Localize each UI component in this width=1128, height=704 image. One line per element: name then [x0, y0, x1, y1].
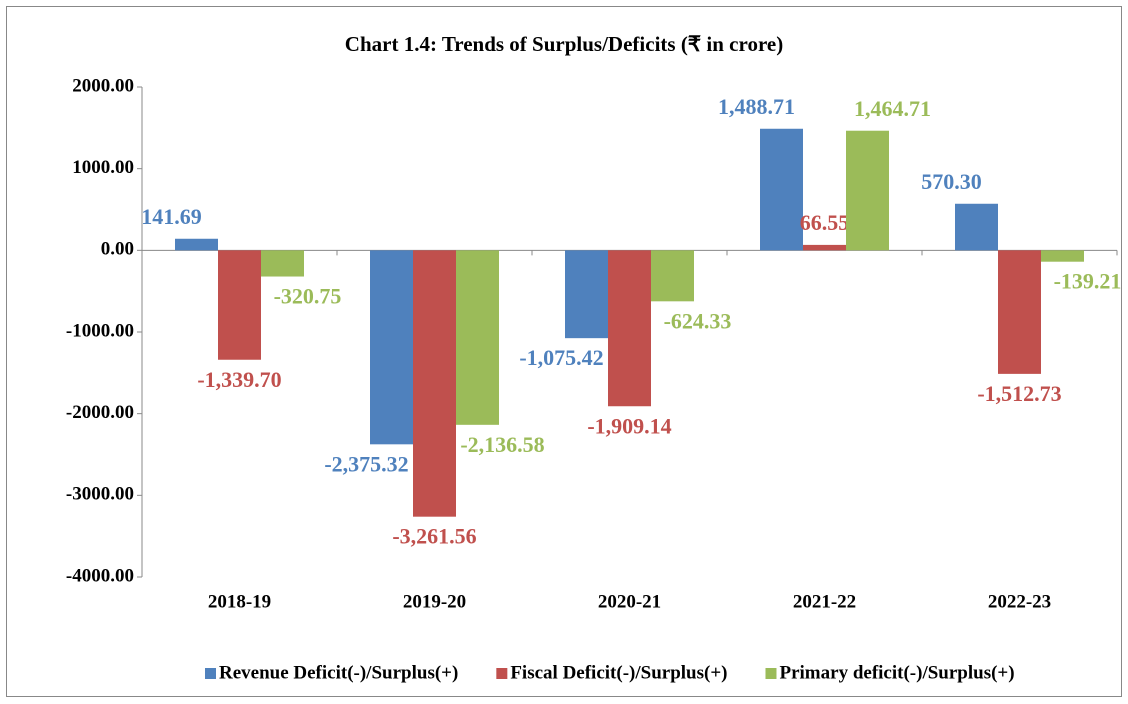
bar	[413, 250, 456, 517]
data-label: -1,909.14	[587, 413, 671, 438]
legend-swatch	[205, 668, 216, 679]
bar	[261, 250, 304, 277]
data-label: -320.75	[274, 284, 342, 309]
bar	[456, 250, 499, 425]
bar	[218, 250, 261, 360]
bar	[955, 203, 998, 251]
y-tick-label: -4000.00	[66, 565, 134, 586]
x-tick-label: 2019-20	[403, 591, 466, 612]
data-label: -3,261.56	[392, 524, 476, 549]
bar	[760, 128, 803, 251]
bar	[803, 244, 846, 251]
y-tick-label: -1000.00	[66, 320, 134, 341]
bar	[370, 250, 413, 445]
y-tick-label: -2000.00	[66, 402, 134, 423]
data-label: 1,488.71	[718, 94, 795, 119]
y-tick-label: 2000.00	[72, 75, 134, 96]
data-label: -624.33	[664, 308, 732, 333]
legend-label: Fiscal Deficit(-)/Surplus(+)	[510, 662, 727, 683]
bar	[565, 250, 608, 339]
y-tick-label: -3000.00	[66, 484, 134, 505]
data-label: -2,375.32	[324, 451, 408, 476]
data-label: -2,136.58	[460, 432, 544, 457]
x-tick-label: 2020-21	[598, 591, 661, 612]
data-label: -1,075.42	[519, 345, 603, 370]
bar	[998, 250, 1041, 374]
legend-label: Primary deficit(-)/Surplus(+)	[779, 662, 1014, 683]
chart-frame	[6, 6, 1122, 697]
bar	[651, 250, 694, 302]
y-tick-label: 1000.00	[72, 157, 134, 178]
data-label: 66.55	[800, 210, 850, 235]
bar	[1041, 250, 1084, 262]
x-tick-label: 2022-23	[988, 591, 1051, 612]
data-label: 1,464.71	[854, 96, 931, 121]
legend-swatch	[765, 668, 777, 679]
x-tick-label: 2018-19	[208, 591, 271, 612]
x-tick-label: 2021-22	[793, 591, 856, 612]
chart-title: Chart 1.4: Trends of Surplus/Deficits (₹…	[345, 32, 783, 56]
y-tick-label: 0.00	[101, 239, 134, 260]
legend-swatch	[496, 668, 508, 679]
legend-label: Revenue Deficit(-)/Surplus(+)	[219, 662, 458, 683]
bar	[608, 250, 651, 407]
data-label: -1,339.70	[197, 367, 281, 392]
data-label: 141.69	[141, 204, 202, 229]
bar	[846, 130, 889, 251]
data-label: 570.30	[921, 169, 982, 194]
data-label: -139.21	[1054, 269, 1122, 294]
bar	[175, 238, 218, 251]
data-label: -1,512.73	[977, 381, 1061, 406]
